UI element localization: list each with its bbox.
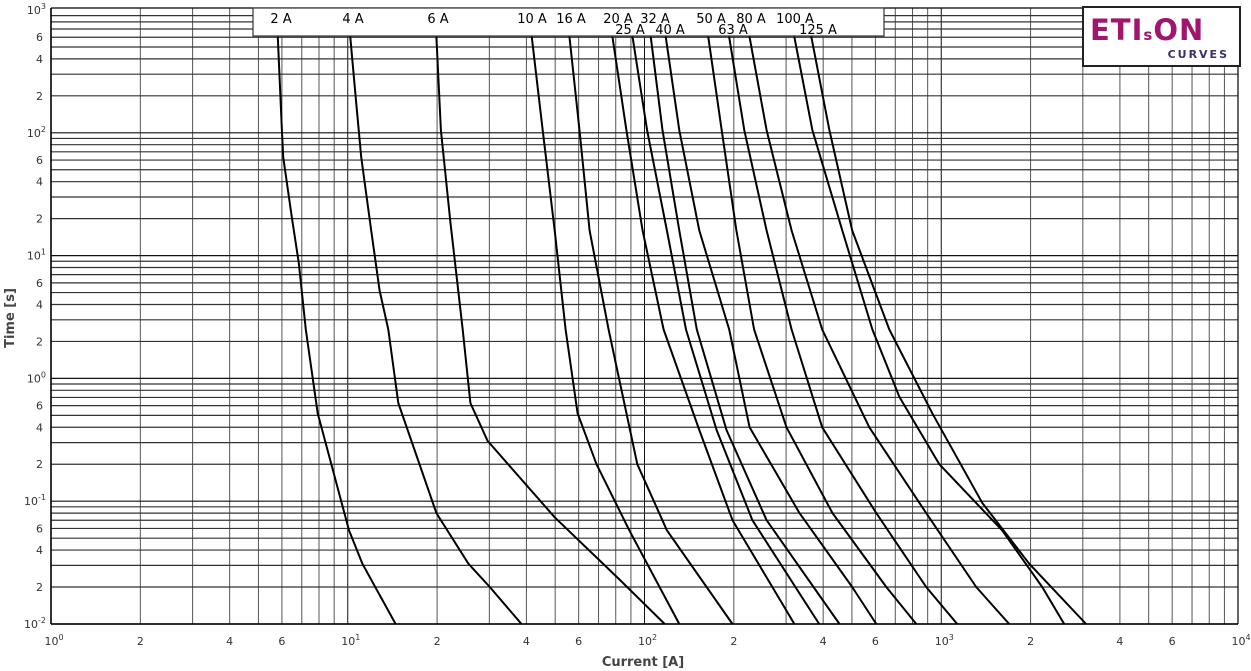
series-label: 32 A: [640, 12, 670, 27]
grid: [50, 7, 1239, 625]
x-tick-label: 6: [1169, 635, 1176, 648]
series-label: 10 A: [517, 12, 547, 27]
y-tick-label: 100: [27, 370, 46, 385]
curve-125a: [805, 9, 1087, 625]
series-label: 125 A: [799, 23, 837, 38]
curve-80a: [743, 9, 1010, 625]
y-tick-label: 4: [36, 544, 43, 557]
series-label: 80 A: [736, 12, 766, 27]
logo-sub-text: CURVES: [1167, 48, 1229, 61]
logo-text-s: s: [1143, 26, 1154, 44]
x-tick-label: 4: [523, 635, 530, 648]
x-tick-label: 2: [1027, 635, 1034, 648]
curves: [275, 9, 1087, 625]
logo-text-a: ETI: [1090, 13, 1144, 47]
series-label: 63 A: [718, 23, 748, 38]
logo-main-text: ETIsON: [1090, 15, 1204, 50]
y-tick-label: 4: [36, 421, 43, 434]
curve-2a: [275, 9, 397, 625]
x-tick-label: 2: [434, 635, 441, 648]
x-tick-label: 4: [226, 635, 233, 648]
y-tick-label: 2: [36, 335, 43, 348]
y-tick-label: 2: [36, 458, 43, 471]
series-label: 20 A: [603, 12, 633, 27]
x-tick-label: 100: [44, 633, 63, 648]
y-tick-label: 6: [36, 277, 43, 290]
curve-16a: [565, 9, 734, 625]
legend-box: [252, 7, 885, 37]
series-label: 4 A: [342, 12, 363, 27]
y-tick-label: 6: [36, 400, 43, 413]
y-tick-label: 101: [27, 248, 46, 263]
curve-6a: [434, 9, 666, 625]
y-tick-label: 10-2: [24, 616, 46, 631]
y-axis-label: Time [s]: [3, 288, 18, 348]
y-tick-labels: 103 6 4 2 102 6 4 2 101 6 4 2 100 6 4 2 10-1 6 4 2 10-2: [24, 2, 46, 631]
x-tick-label: 4: [1116, 635, 1123, 648]
x-tick-label: 2: [730, 635, 737, 648]
y-tick-label: 10-1: [24, 493, 46, 508]
x-tick-label: 6: [872, 635, 879, 648]
y-tick-label: 4: [36, 53, 43, 66]
curve-50a: [703, 9, 918, 625]
curve-32a: [646, 9, 841, 625]
x-axis-label: Current [A]: [602, 655, 684, 670]
series-label: 50 A: [696, 12, 726, 27]
y-tick-label: 102: [27, 125, 46, 140]
y-tick-label: 4: [36, 176, 43, 189]
y-tick-label: 2: [36, 90, 43, 103]
series-label: 16 A: [556, 12, 586, 27]
x-tick-label: 104: [1231, 633, 1250, 648]
etison-curves-logo: ETIsON CURVES: [1082, 6, 1241, 67]
curve-63a: [723, 9, 958, 625]
y-tick-label: 2: [36, 213, 43, 226]
x-tick-label: 2: [137, 635, 144, 648]
x-tick-label: 103: [935, 633, 954, 648]
series-label: 100 A: [776, 12, 814, 27]
curve-40a: [660, 9, 878, 625]
curve-100a: [788, 9, 1066, 625]
y-tick-label: 4: [36, 298, 43, 311]
series-label: 40 A: [655, 23, 685, 38]
x-tick-label: 4: [820, 635, 827, 648]
curve-10a: [527, 9, 681, 625]
x-tick-label: 102: [638, 633, 657, 648]
logo-text-b: ON: [1153, 13, 1205, 47]
curve-20a: [607, 9, 796, 625]
series-labels: 2 A 4 A 6 A 10 A 16 A 20 A25 A32 A40 A 50 A63 …: [270, 12, 837, 38]
series-label: 2 A: [270, 12, 291, 27]
x-tick-label: 6: [575, 635, 582, 648]
x-tick-label: 101: [341, 633, 360, 648]
y-tick-label: 6: [36, 154, 43, 167]
curve-4a: [346, 9, 523, 625]
series-label: 6 A: [427, 12, 448, 27]
x-tick-labels: 100 2 4 6 101 2 4 6 102 2 4 6 103 2 4 6 104: [44, 633, 1250, 648]
y-tick-label: 2: [36, 581, 43, 594]
y-tick-label: 6: [36, 31, 43, 44]
x-tick-label: 6: [278, 635, 285, 648]
y-tick-label: 6: [36, 522, 43, 535]
y-tick-label: 103: [27, 2, 46, 17]
series-label: 25 A: [615, 23, 645, 38]
curve-25a: [627, 9, 821, 625]
